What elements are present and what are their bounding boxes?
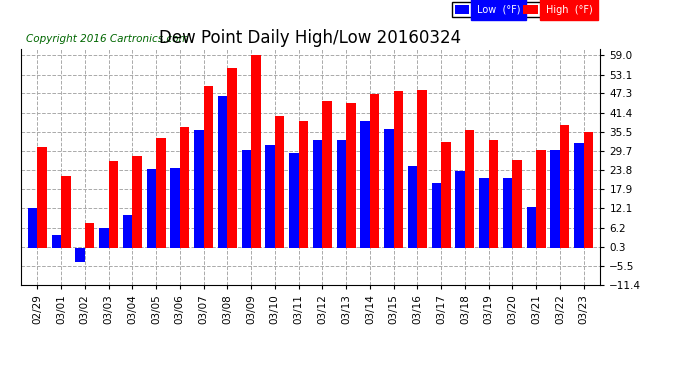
Bar	[204, 86, 213, 248]
Bar	[417, 90, 427, 248]
Bar	[536, 150, 546, 248]
Bar	[108, 161, 118, 248]
Bar	[37, 147, 47, 248]
Bar	[322, 101, 332, 248]
Bar	[526, 207, 536, 248]
Bar	[99, 228, 108, 248]
Bar	[61, 176, 70, 248]
Bar	[85, 224, 95, 248]
Title: Dew Point Daily High/Low 20160324: Dew Point Daily High/Low 20160324	[159, 29, 462, 47]
Bar	[393, 91, 403, 248]
Bar	[299, 120, 308, 248]
Bar	[218, 96, 228, 248]
Bar	[584, 132, 593, 248]
Bar	[289, 153, 299, 248]
Bar	[75, 248, 85, 262]
Bar	[241, 150, 251, 248]
Bar	[551, 150, 560, 248]
Bar	[194, 130, 204, 248]
Bar	[432, 183, 441, 248]
Bar	[479, 178, 489, 248]
Bar	[337, 140, 346, 248]
Bar	[513, 160, 522, 248]
Bar	[560, 125, 569, 248]
Bar	[146, 170, 156, 248]
Bar	[408, 166, 417, 248]
Bar	[384, 129, 393, 248]
Bar	[455, 171, 465, 248]
Legend: Low  (°F), High  (°F): Low (°F), High (°F)	[452, 2, 595, 18]
Bar	[346, 103, 355, 248]
Bar	[370, 94, 380, 248]
Bar	[28, 209, 37, 248]
Bar	[52, 235, 61, 248]
Text: Copyright 2016 Cartronics.com: Copyright 2016 Cartronics.com	[26, 34, 189, 44]
Bar	[251, 55, 261, 248]
Bar	[156, 138, 166, 248]
Bar	[123, 215, 132, 248]
Bar	[574, 143, 584, 248]
Bar	[441, 142, 451, 248]
Bar	[228, 68, 237, 248]
Bar	[132, 156, 142, 248]
Bar	[275, 116, 284, 248]
Bar	[180, 127, 189, 248]
Bar	[465, 130, 475, 248]
Bar	[170, 168, 180, 248]
Bar	[313, 140, 322, 248]
Bar	[360, 120, 370, 248]
Bar	[503, 178, 513, 248]
Bar	[489, 140, 498, 248]
Bar	[266, 145, 275, 248]
